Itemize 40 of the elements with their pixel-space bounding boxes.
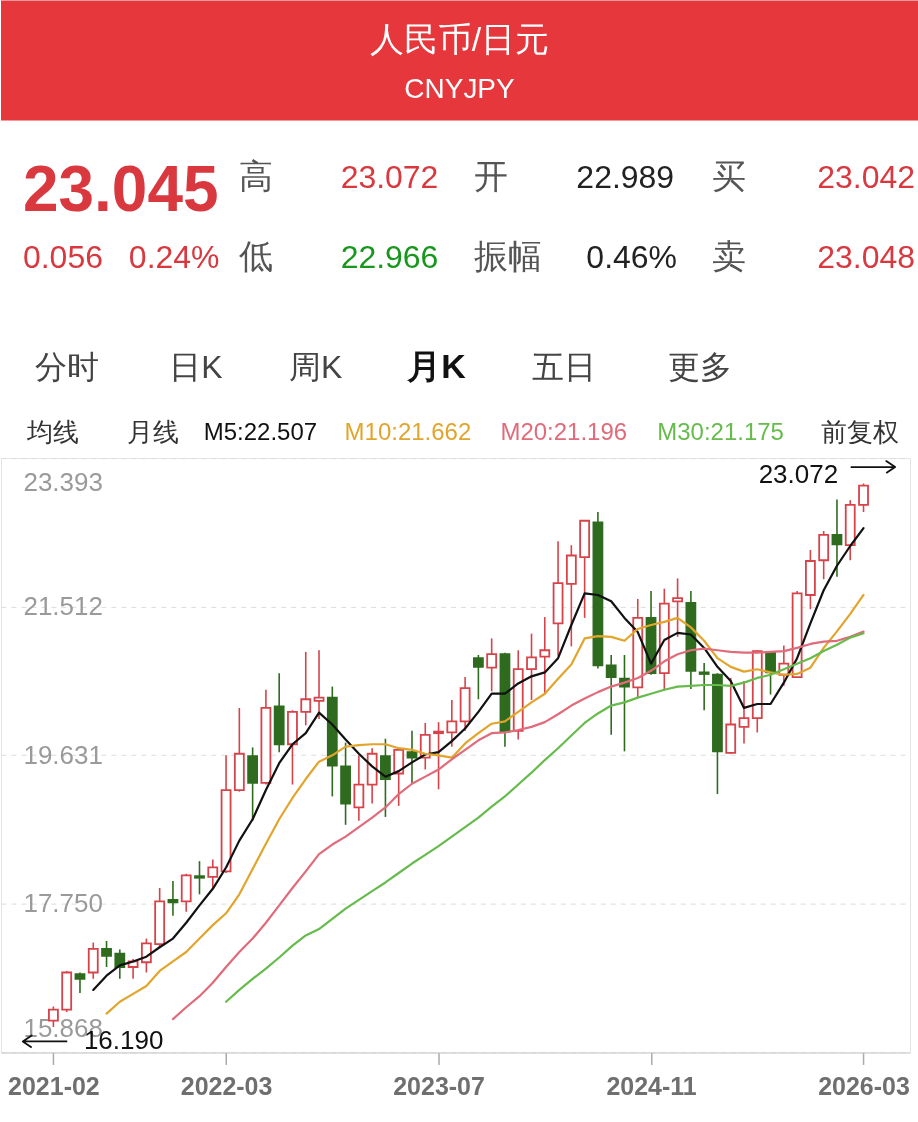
text: 开 — [474, 157, 509, 196]
x-tick-label: 2022-03 — [180, 1071, 273, 1100]
text: 前复权 — [821, 417, 900, 448]
text: 23.048 — [817, 239, 915, 276]
text: M5:22.507 — [203, 418, 318, 446]
y-tick-label: 23.393 — [23, 466, 103, 497]
text: 振幅 — [474, 237, 543, 276]
text: M30:21.175 — [657, 418, 784, 446]
x-tick-label: 2021-02 — [8, 1071, 100, 1100]
text: 月K — [406, 347, 467, 386]
y-tick-label: 21.512 — [23, 591, 103, 622]
text: 日K — [169, 349, 223, 386]
x-tick-label: 2026-03 — [818, 1071, 910, 1100]
text: 低 — [238, 237, 273, 276]
y-tick-label: 19.631 — [23, 739, 103, 770]
text: 22.966 — [340, 239, 439, 276]
text: 23.042 — [817, 159, 915, 196]
y-tick-label: 17.750 — [23, 888, 103, 919]
text: 周K — [289, 349, 343, 386]
x-tick-label: 2024-11 — [606, 1071, 697, 1100]
annotation: 23.072 — [758, 459, 839, 490]
text: 高 — [238, 157, 273, 196]
text: 五日 — [532, 349, 597, 386]
text: 分时 — [34, 349, 99, 386]
text: 22.989 — [576, 159, 675, 196]
chart-subtitle: CNYJPY — [404, 73, 515, 105]
text: 月线 — [126, 417, 179, 448]
text: M20:21.196 — [500, 418, 628, 446]
x-tick-label: 2023-07 — [393, 1071, 485, 1100]
text: 23.045 — [22, 153, 219, 226]
text: 23.072 — [340, 159, 439, 196]
text: 更多 — [668, 349, 733, 386]
chart-title: 人民币/日元 — [369, 19, 550, 58]
text: 0.056 — [22, 239, 103, 276]
text: 买 — [712, 157, 747, 196]
text: 均线 — [25, 417, 79, 448]
text: 0.46% — [586, 239, 677, 276]
text: 0.24% — [128, 239, 220, 276]
text: M10:21.662 — [344, 418, 472, 446]
text: 卖 — [712, 237, 747, 276]
